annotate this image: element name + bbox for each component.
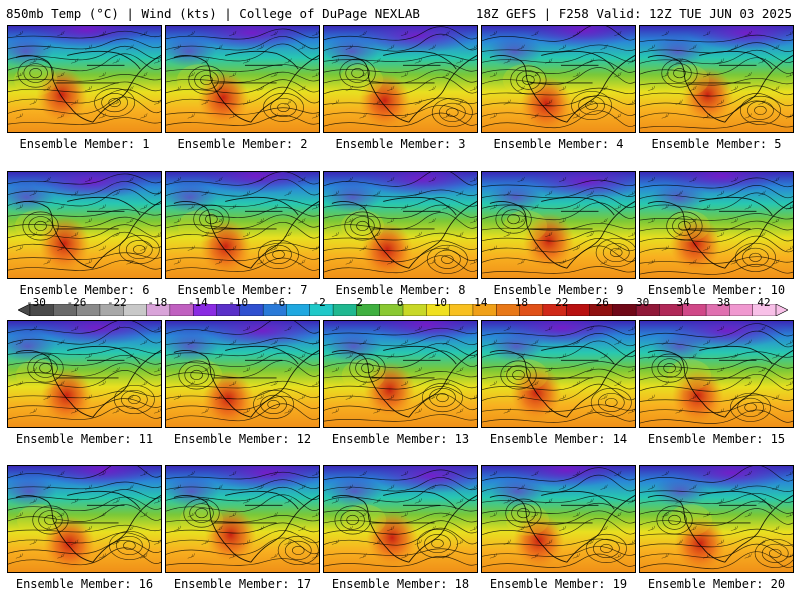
temperature-map	[8, 172, 161, 278]
temperature-map	[640, 321, 793, 427]
colorbar-tick-label: -14	[187, 296, 208, 309]
ensemble-member-label: Ensemble Member: 15	[647, 432, 786, 446]
ensemble-member-map	[7, 171, 162, 279]
temperature-map	[8, 321, 161, 427]
ensemble-member-label: Ensemble Member: 20	[647, 577, 786, 591]
ensemble-member-map	[481, 465, 636, 573]
ensemble-member-label: Ensemble Member: 13	[331, 432, 470, 446]
temperature-map	[482, 466, 635, 572]
ensemble-member-map	[639, 465, 794, 573]
colorbar-tick-label: -6	[272, 296, 286, 309]
ensemble-member-label: Ensemble Member: 19	[489, 577, 628, 591]
ensemble-member-label: Ensemble Member: 14	[489, 432, 628, 446]
temperature-map	[482, 172, 635, 278]
temperature-map	[324, 172, 477, 278]
ensemble-member-label: Ensemble Member: 3	[335, 137, 466, 151]
temperature-map	[8, 466, 161, 572]
temperature-map	[324, 466, 477, 572]
ensemble-member-map	[165, 320, 320, 428]
colorbar-tick-label: 14	[474, 296, 488, 309]
ensemble-member-label: Ensemble Member: 2	[177, 137, 308, 151]
ensemble-member-map	[165, 465, 320, 573]
ensemble-member-map	[481, 25, 636, 133]
colorbar-tick-label: 6	[396, 296, 404, 309]
colorbar-tick-label: -30	[26, 296, 46, 309]
temperature-map	[640, 172, 793, 278]
ensemble-member-map	[323, 320, 478, 428]
colorbar-swatch	[286, 304, 311, 316]
ensemble-member-map	[7, 25, 162, 133]
temperature-map	[482, 26, 635, 132]
ensemble-member-label: Ensemble Member: 11	[15, 432, 154, 446]
colorbar-tick-label: -10	[228, 296, 249, 309]
ensemble-member-map	[323, 171, 478, 279]
temperature-map	[166, 172, 319, 278]
colorbar-tick-label: -18	[147, 296, 168, 309]
ensemble-member-label: Ensemble Member: 9	[493, 283, 624, 297]
temperature-map	[640, 466, 793, 572]
temperature-map	[640, 26, 793, 132]
temperature-map	[482, 321, 635, 427]
colorbar-tick-label: -26	[66, 296, 87, 309]
colorbar-tick-label: 30	[636, 296, 650, 309]
colorbar-swatch	[565, 304, 590, 316]
ensemble-member-map	[639, 25, 794, 133]
temperature-map	[324, 321, 477, 427]
colorbar-max-arrow	[775, 304, 788, 316]
temperature-map	[166, 321, 319, 427]
ensemble-member-label: Ensemble Member: 1	[19, 137, 150, 151]
ensemble-member-map	[639, 320, 794, 428]
map-title: 850mb Temp (°C) | Wind (kts) | College o…	[6, 6, 420, 21]
temperature-map	[166, 466, 319, 572]
colorbar-tick-label: 18	[514, 296, 528, 309]
ensemble-member-label: Ensemble Member: 17	[173, 577, 312, 591]
colorbar-tick-label: 42	[757, 296, 771, 309]
ensemble-member-map	[165, 171, 320, 279]
colorbar-tick-label: 38	[716, 296, 731, 309]
ensemble-member-label: Ensemble Member: 12	[173, 432, 312, 446]
colorbar-tick-label: 2	[356, 296, 363, 309]
temperature-map	[8, 26, 161, 132]
colorbar-tick-label: -2	[312, 296, 326, 309]
colorbar-swatch	[729, 304, 754, 316]
valid-time: 18Z GEFS | F258 Valid: 12Z TUE JUN 03 20…	[475, 6, 792, 21]
ensemble-member-map	[323, 465, 478, 573]
ensemble-member-map	[7, 465, 162, 573]
ensemble-member-map	[481, 320, 636, 428]
ensemble-member-map	[481, 171, 636, 279]
colorbar-swatch	[332, 304, 357, 316]
ensemble-member-label: Ensemble Member: 6	[19, 283, 150, 297]
temperature-map	[324, 26, 477, 132]
temperature-map	[166, 26, 319, 132]
colorbar-tick-label: -22	[106, 296, 127, 309]
colorbar-swatch	[612, 304, 637, 316]
ensemble-member-label: Ensemble Member: 16	[15, 577, 154, 591]
ensemble-member-label: Ensemble Member: 5	[651, 137, 782, 151]
colorbar-tick-label: 26	[595, 296, 609, 309]
ensemble-member-label: Ensemble Member: 8	[335, 283, 466, 297]
ensemble-member-label: Ensemble Member: 10	[647, 283, 786, 297]
ensemble-member-map	[639, 171, 794, 279]
colorbar-tick-label: 22	[555, 296, 569, 309]
colorbar-tick-label: 10	[433, 296, 448, 309]
temperature-colorbar	[18, 304, 788, 316]
ensemble-member-label: Ensemble Member: 4	[493, 137, 624, 151]
colorbar-swatch	[402, 304, 427, 316]
ensemble-member-map	[165, 25, 320, 133]
ensemble-member-map	[323, 25, 478, 133]
colorbar-swatch	[449, 304, 474, 316]
ensemble-member-label: Ensemble Member: 7	[177, 283, 308, 297]
colorbar-tick-label: 34	[676, 296, 690, 309]
ensemble-member-map	[7, 320, 162, 428]
ensemble-member-label: Ensemble Member: 18	[331, 577, 470, 591]
